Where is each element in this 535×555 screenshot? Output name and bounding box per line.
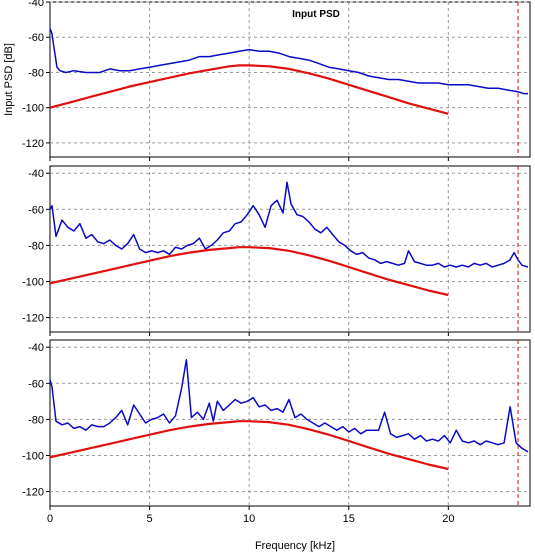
y-tick-label: -120 (22, 313, 44, 325)
y-tick-label: -60 (28, 204, 44, 216)
psd-model-line (50, 64, 449, 115)
y-tick-label: -60 (28, 32, 44, 44)
y-tick-label: -80 (28, 240, 44, 252)
y-axis-title: Input PSD [dB] (3, 43, 15, 116)
y-tick-label: -100 (22, 103, 44, 115)
panel-1: -40 -60 -80 -100 -120 Input PSD Input PSD [dB] (3, 0, 531, 161)
y-tick-label: -40 (28, 0, 44, 9)
y-tick-label: -80 (28, 414, 44, 426)
y-tick-label: -120 (22, 138, 44, 150)
x-tick-label: 5 (147, 513, 153, 525)
panel-3: -40 -60 -80 -100 -120 0 5 10 15 20 Frequency [kHz] (22, 339, 531, 552)
x-axis-title: Frequency [kHz] (255, 540, 335, 552)
plot-frame (49, 165, 531, 333)
psd-model-line (50, 246, 449, 297)
psd-measured-line (50, 181, 529, 268)
x-tick-label: 20 (442, 513, 454, 525)
x-tick-label: 15 (343, 513, 355, 525)
y-tick-label: -120 (22, 487, 44, 499)
plot-frame (49, 339, 531, 507)
y-tick-label: -100 (22, 276, 44, 288)
y-tick-label: -40 (28, 168, 44, 180)
psd-measured-line (50, 28, 528, 95)
panel-2: -40 -60 -80 -100 -120 (22, 165, 531, 336)
y-tick-label: -60 (28, 378, 44, 390)
plot-frame (49, 1, 531, 158)
x-tick-label: 0 (47, 513, 53, 525)
psd-model-line (50, 420, 449, 471)
x-tick-label: 10 (243, 513, 255, 525)
y-tick-label: -40 (28, 342, 44, 354)
panel-title: Input PSD (292, 9, 340, 20)
y-tick-label: -100 (22, 450, 44, 462)
y-tick-label: -80 (28, 67, 44, 79)
psd-measured-line (50, 359, 529, 453)
